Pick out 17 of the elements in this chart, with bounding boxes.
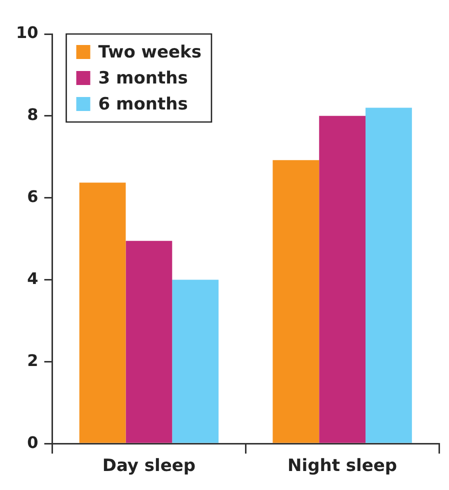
y-tick-label: 6 (27, 186, 38, 206)
legend-label: 6 months (98, 94, 188, 114)
bar (172, 280, 219, 443)
bar (126, 240, 172, 443)
x-tick-label: Night sleep (288, 456, 398, 476)
y-tick-label: 0 (27, 432, 38, 452)
bar (79, 182, 126, 443)
y-tick-label: 4 (27, 268, 38, 288)
bar (366, 108, 412, 443)
y-tick-label: 10 (16, 23, 38, 42)
x-tick-label: Day sleep (102, 456, 196, 476)
y-tick-label: 2 (27, 350, 38, 370)
legend-label: Two weeks (98, 42, 202, 62)
y-tick-label: 8 (27, 105, 38, 124)
bar (319, 116, 366, 443)
bar (272, 160, 320, 443)
legend-label: 3 months (98, 68, 188, 88)
